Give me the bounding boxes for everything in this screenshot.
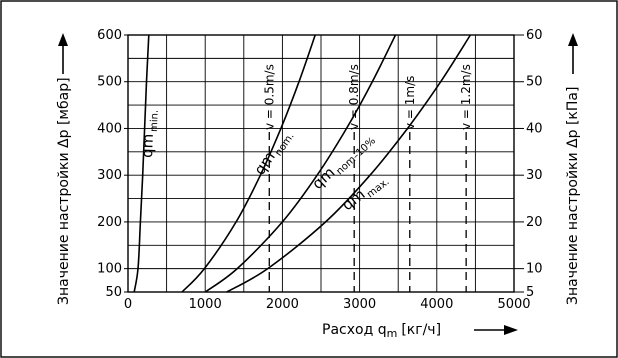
curve-label-sub: nom–10%: [334, 136, 378, 178]
grid: [128, 35, 514, 292]
x-axis-title-group: Расход qm [кг/ч]: [322, 322, 518, 340]
y-axis-left-title: Значение настройки Δp [мбар]: [56, 77, 72, 305]
y-left-tick-label: 500: [97, 75, 122, 90]
x-tick-label: 3000: [343, 297, 376, 312]
flow-curve: [181, 34, 316, 293]
y-left-tick-label: 50: [105, 285, 122, 300]
y-right-tick-label: 40: [526, 121, 543, 136]
flow-curve: [204, 34, 397, 293]
curve-label-main: qm: [308, 163, 338, 193]
velocity-line-label: v = 0.5m/s: [262, 64, 276, 130]
y-axis-right-arrowhead: [568, 33, 578, 46]
velocity-lines: [268, 132, 467, 292]
curve-label: qmmax.: [338, 169, 391, 217]
y-right-tick-label: 30: [526, 168, 543, 183]
y-axis-right-title: Значение настройки Δp [кПа]: [565, 87, 581, 305]
y-axis-right-title-group: Значение настройки Δp [кПа]: [565, 33, 581, 305]
y-right-tick-label: 10: [526, 262, 543, 277]
curve-label-main: qm: [138, 133, 157, 158]
y-left-tick-label: 200: [97, 215, 122, 230]
curve-label: qmnom.: [250, 125, 296, 179]
y-left-tick-label: 600: [97, 28, 122, 43]
curve-labels: v = 0.5m/s v = 0.8m/s v = 1m/s v = 1.2m/s qm…: [138, 64, 473, 217]
x-axis-title-unit: [кг/ч]: [401, 322, 441, 338]
plot-area-frame: [127, 34, 515, 293]
velocity-line-label: v = 1m/s: [403, 76, 417, 130]
x-axis-title-sub: m: [387, 327, 398, 340]
curve-label-sub: nom.: [273, 131, 296, 158]
curve-label-sub: max.: [365, 176, 391, 200]
y-right-tick-label: 5: [526, 285, 534, 300]
y-axis-left-arrowhead: [58, 33, 68, 46]
curve-label: qmnom–10%: [308, 128, 378, 195]
y-right-tick-label: 60: [526, 28, 543, 43]
velocity-line-label: v = 1.2m/s: [459, 64, 473, 130]
flow-curve: [133, 34, 150, 293]
y-left-tick-label: 100: [97, 262, 122, 277]
x-tick-label: 5000: [497, 297, 530, 312]
y-right-tick-label: 50: [526, 75, 543, 90]
x-axis-arrowhead: [504, 325, 518, 335]
flow-curve: [226, 34, 472, 293]
x-tick-label: 4000: [420, 297, 453, 312]
y-right-tick-label: 20: [526, 215, 543, 230]
velocity-line-label: v = 0.8m/s: [347, 64, 361, 130]
tick-labels: 0 1000 2000 3000 4000 5000 50 100 200 300 400 500 60…: [97, 28, 542, 312]
x-axis-title: Расход qm [кг/ч]: [322, 322, 441, 340]
flow-curves: [133, 34, 472, 293]
x-axis-title-main: Расход q: [322, 322, 387, 338]
x-tick-label: 1000: [189, 297, 222, 312]
x-tick-label: 0: [124, 297, 132, 312]
curve-label-main: qm: [338, 185, 368, 214]
curve-label-sub: min.: [149, 110, 161, 132]
y-axis-left-title-group: Значение настройки Δp [мбар]: [56, 33, 72, 305]
y-left-tick-label: 400: [97, 121, 122, 136]
y-left-tick-label: 300: [97, 168, 122, 183]
curve-label: qmmin.: [138, 109, 161, 158]
x-tick-label: 2000: [266, 297, 299, 312]
